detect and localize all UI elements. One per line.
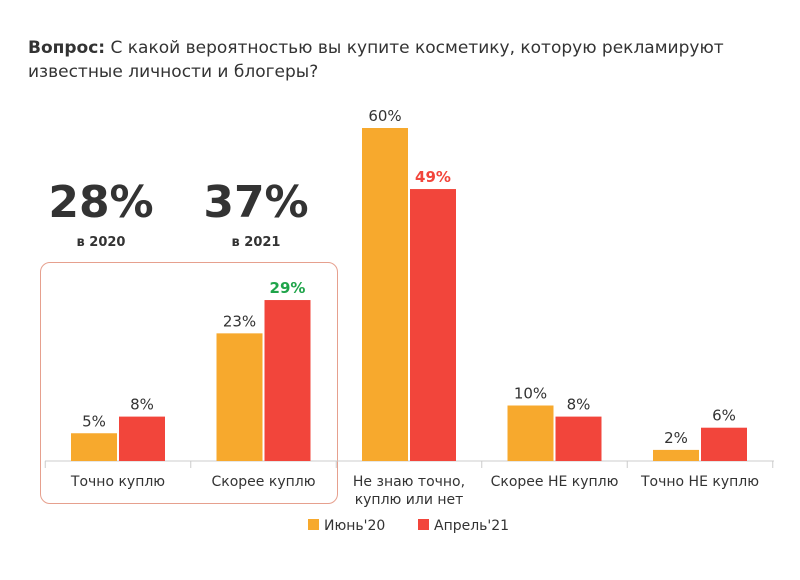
bar-data-label: 49% — [415, 168, 451, 186]
bar-april21-4 — [701, 427, 747, 461]
category-label: Скорее НЕ куплю — [491, 474, 619, 490]
legend-swatch-april21 — [418, 519, 429, 530]
category-label: куплю или нет — [355, 492, 464, 508]
question-text: Вопрос: С какой вероятностью вы купите к… — [28, 36, 748, 84]
bar-data-label: 60% — [368, 107, 401, 125]
category-label: Скорее куплю — [212, 474, 316, 490]
stat-2020-label: в 2020 — [76, 235, 126, 250]
bar-data-label: 8% — [567, 396, 591, 414]
bar-data-label: 2% — [664, 429, 688, 447]
bar-april21-3 — [555, 416, 602, 461]
stat-2021-label: в 2021 — [231, 235, 281, 250]
bar-june20-0 — [71, 433, 117, 461]
category-label: Точно куплю — [70, 474, 165, 490]
legend-swatch-june20 — [308, 519, 319, 530]
question-body: С какой вероятностью вы купите косметику… — [28, 38, 724, 82]
purchase-intent-highlight-box — [40, 262, 338, 504]
category-label: Не знаю точно, — [353, 474, 465, 490]
bar-june20-2 — [362, 128, 408, 461]
legend-label: Июнь'20 — [324, 518, 385, 534]
bar-data-label: 29% — [270, 279, 306, 297]
bar-april21-2 — [410, 189, 456, 462]
stat-2021-value: 37% — [203, 177, 309, 228]
bar-data-label: 8% — [130, 396, 154, 414]
bar-june20-1 — [216, 333, 263, 461]
bar-data-label: 10% — [514, 385, 547, 403]
legend-label: Апрель'21 — [434, 518, 509, 534]
bar-june20-4 — [653, 449, 699, 461]
question-prefix: Вопрос: — [28, 38, 106, 58]
bar-data-label: 23% — [223, 312, 256, 330]
stat-2020-value: 28% — [48, 177, 154, 228]
bar-data-label: 5% — [82, 412, 106, 430]
bar-april21-1 — [264, 300, 311, 461]
bar-june20-3 — [507, 405, 554, 461]
category-label: Точно НЕ куплю — [640, 474, 759, 490]
bar-april21-0 — [119, 416, 165, 461]
bar-data-label: 6% — [712, 407, 736, 425]
